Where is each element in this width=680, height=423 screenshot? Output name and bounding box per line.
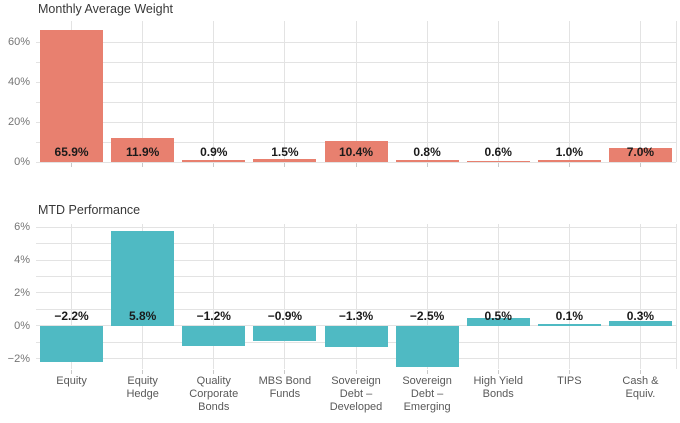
x-tick-mark bbox=[71, 369, 73, 374]
bar bbox=[395, 325, 459, 367]
x-axis-category-label: MBS Bond Funds bbox=[258, 375, 312, 400]
bar-value-label: 1.0% bbox=[555, 145, 583, 159]
x-tick-mark bbox=[497, 163, 499, 167]
gridline-vertical bbox=[213, 224, 215, 369]
bar bbox=[608, 320, 672, 326]
x-tick-mark bbox=[639, 369, 641, 374]
y-axis-tick-label: 0% bbox=[14, 319, 30, 332]
x-tick-mark bbox=[355, 163, 357, 167]
gridline-vertical bbox=[426, 224, 428, 369]
x-axis-category-label: Equity bbox=[56, 375, 87, 387]
bar bbox=[608, 148, 672, 162]
gridline-vertical bbox=[355, 21, 357, 162]
x-axis-category-label: Quality Corporate Bonds bbox=[189, 375, 239, 413]
x-tick-mark bbox=[213, 369, 215, 374]
x-tick-mark bbox=[213, 163, 215, 167]
y-axis-tick-label: 6% bbox=[14, 221, 30, 234]
y-axis-tick-label: 0% bbox=[14, 156, 30, 168]
gridline-vertical bbox=[675, 21, 677, 162]
bar bbox=[111, 138, 175, 162]
bar bbox=[466, 317, 530, 326]
bar-value-label: 1.5% bbox=[271, 145, 299, 159]
bar-value-label: −1.2% bbox=[196, 308, 231, 323]
y-axis-tick-label: 2% bbox=[14, 286, 30, 299]
gridline-vertical bbox=[71, 224, 73, 369]
gridline-vertical bbox=[355, 224, 357, 369]
performance-chart-title: MTD Performance bbox=[38, 203, 141, 217]
bar bbox=[466, 160, 530, 162]
bar bbox=[253, 325, 317, 341]
y-axis-tick-label: 4% bbox=[14, 254, 30, 267]
x-tick-mark bbox=[284, 163, 286, 167]
bar-value-label: 0.1% bbox=[555, 308, 583, 323]
x-tick-mark bbox=[426, 369, 428, 374]
x-tick-mark bbox=[497, 369, 499, 374]
x-tick-mark bbox=[568, 163, 570, 167]
bar-value-label: 11.9% bbox=[125, 145, 160, 159]
x-tick-mark bbox=[639, 163, 641, 167]
bar bbox=[40, 325, 104, 362]
bar-value-label: 0.6% bbox=[484, 145, 512, 159]
y-axis-tick-label: 40% bbox=[7, 76, 30, 88]
bar-value-label: −2.5% bbox=[409, 308, 445, 323]
bar-value-label: 0.8% bbox=[413, 145, 441, 159]
x-axis-category-label: High Yield Bonds bbox=[473, 375, 523, 400]
bar bbox=[537, 324, 601, 326]
x-tick-mark bbox=[142, 369, 144, 374]
bar bbox=[40, 30, 104, 162]
x-axis-category-label: Sovereign Debt – Emerging bbox=[402, 375, 452, 413]
x-axis-category-label: Equity Hedge bbox=[126, 375, 159, 400]
y-axis-tick-label: −2% bbox=[7, 352, 30, 365]
gridline-vertical bbox=[497, 21, 499, 162]
gridline-horizontal bbox=[36, 161, 676, 163]
x-tick-mark bbox=[71, 163, 73, 167]
gridline-vertical bbox=[284, 21, 286, 162]
gridline-vertical bbox=[639, 224, 641, 369]
bar bbox=[182, 325, 246, 346]
x-axis-category-label: Cash & Equiv. bbox=[622, 375, 659, 400]
gridline-vertical bbox=[284, 224, 286, 369]
bar-value-label: 0.5% bbox=[484, 308, 512, 323]
x-tick-mark bbox=[426, 163, 428, 167]
y-axis-tick-label: 20% bbox=[7, 116, 30, 128]
y-axis-tick-label: 60% bbox=[7, 36, 30, 48]
bar bbox=[111, 230, 175, 326]
bar-value-label: −1.3% bbox=[338, 308, 374, 323]
x-tick-mark bbox=[355, 369, 357, 374]
x-tick-mark bbox=[142, 163, 144, 167]
bar bbox=[253, 159, 317, 162]
x-axis-category-label: Sovereign Debt – Developed bbox=[329, 375, 383, 413]
gridline-vertical bbox=[142, 21, 144, 162]
bar-value-label: 65.9% bbox=[54, 145, 89, 159]
bar bbox=[395, 160, 459, 162]
x-tick-mark bbox=[284, 369, 286, 374]
bar-value-label: 10.4% bbox=[338, 145, 374, 159]
bar-value-label: −0.9% bbox=[267, 308, 303, 323]
bar bbox=[182, 160, 246, 162]
gridline-vertical bbox=[568, 21, 570, 162]
bar-value-label: −2.2% bbox=[54, 308, 89, 323]
bar-value-label: 7.0% bbox=[626, 145, 655, 159]
bar bbox=[324, 325, 388, 348]
bar bbox=[324, 141, 388, 162]
x-axis-category-label: TIPS bbox=[557, 375, 582, 387]
gridline-vertical bbox=[568, 224, 570, 369]
bar-value-label: 0.9% bbox=[200, 145, 228, 159]
x-tick-mark bbox=[568, 369, 570, 374]
bar-value-label: 0.3% bbox=[626, 308, 655, 323]
bar bbox=[537, 160, 601, 162]
gridline-vertical bbox=[497, 224, 499, 369]
bar-value-label: 5.8% bbox=[128, 308, 157, 323]
gridline-vertical bbox=[426, 21, 428, 162]
gridline-vertical bbox=[639, 21, 641, 162]
gridline-vertical bbox=[213, 21, 215, 162]
weight-chart-title: Monthly Average Weight bbox=[38, 2, 174, 16]
gridline-vertical bbox=[675, 224, 677, 369]
